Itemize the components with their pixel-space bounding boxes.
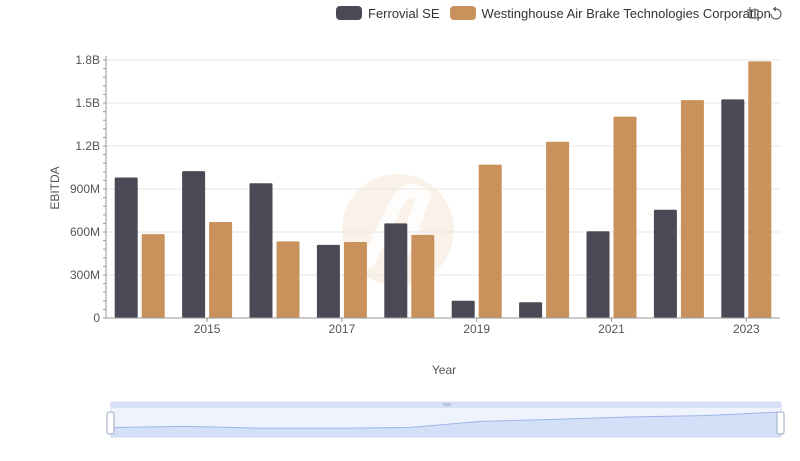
bar-ferrovial-2022[interactable] [653,209,677,318]
toolbox [746,6,784,22]
bar-ferrovial-2018[interactable] [384,223,408,318]
bar-ferrovial-2019[interactable] [451,300,475,318]
zoom-slider[interactable] [106,401,785,438]
y-tick-label: 1.2B [75,139,100,153]
legend-label: Ferrovial SE [368,5,440,21]
legend-swatch [449,6,476,20]
legend: Ferrovial SE Westinghouse Air Brake Tech… [336,4,781,22]
y-axis-label: EBITDA [48,166,62,209]
bar-ferrovial-2016[interactable] [249,183,273,318]
y-tick-label: 900M [70,182,100,196]
chart-bars [114,61,772,319]
bar-ferrovial-2015[interactable] [182,171,206,318]
y-tick-label: 0 [93,311,100,325]
bar-ferrovial-2014[interactable] [114,177,138,318]
bar-wabtec-2023[interactable] [748,61,772,318]
watermark-stroke [361,183,433,269]
y-tick-label: 1.5B [75,96,100,110]
legend-label: Westinghouse Air Brake Technologies Corp… [481,5,771,21]
x-axis-label: Year [432,363,456,377]
x-tick-label: 2017 [329,322,356,336]
legend-swatch [336,6,362,20]
slider-handle-right[interactable] [776,411,785,435]
bar-ferrovial-2017[interactable] [316,244,340,318]
zoom-reset-icon[interactable] [768,6,784,22]
x-tick-label: 2019 [463,322,490,336]
bar-wabtec-2018[interactable] [411,234,435,318]
bar-ferrovial-2020[interactable] [519,302,543,318]
bar-wabtec-2014[interactable] [141,234,165,318]
bar-wabtec-2019[interactable] [478,164,502,318]
bar-wabtec-2015[interactable] [209,221,233,318]
x-tick-label: 2015 [194,322,221,336]
bar-ferrovial-2021[interactable] [586,231,610,318]
legend-item-wabtec[interactable]: Westinghouse Air Brake Technologies Corp… [449,5,771,21]
x-tick-label: 2021 [598,322,625,336]
bar-wabtec-2020[interactable] [546,141,570,318]
bar-wabtec-2021[interactable] [613,116,637,318]
bar-wabtec-2016[interactable] [276,241,300,318]
zoom-icon[interactable] [746,6,762,22]
y-tick-label: 600M [70,225,100,239]
chart-axes: 0 300M 600M 900M 1.2B 1.5B 1.8B 2015 2017 2019 202… [70,53,780,336]
bar-wabtec-2017[interactable] [343,242,367,318]
y-tick-label: 300M [70,268,100,282]
bar-wabtec-2022[interactable] [680,100,704,318]
bar-ferrovial-2023[interactable] [721,99,745,319]
slider-grip[interactable] [443,403,451,406]
y-tick-label: 1.8B [75,53,100,67]
slider-handle-left[interactable] [106,411,115,435]
legend-item-ferrovial[interactable]: Ferrovial SE [336,6,440,21]
slider-line [110,411,782,429]
x-tick-label: 2023 [733,322,760,336]
